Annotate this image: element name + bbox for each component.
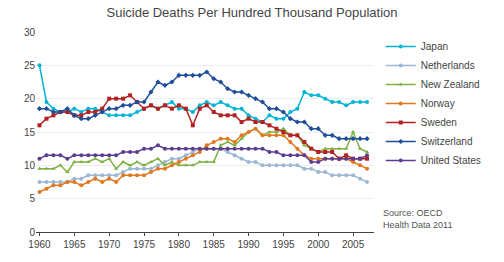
svg-text:15: 15 <box>24 127 36 138</box>
svg-text:Sweden: Sweden <box>421 117 457 128</box>
svg-text:1990: 1990 <box>237 239 260 250</box>
svg-text:United States: United States <box>421 155 481 166</box>
svg-text:Suicide Deaths Per Hundred Tho: Suicide Deaths Per Hundred Thousand Popu… <box>106 5 397 20</box>
svg-text:Netherlands: Netherlands <box>421 60 475 71</box>
svg-text:1965: 1965 <box>63 239 86 250</box>
svg-text:Source: OECDHealth Data 2011: Source: OECDHealth Data 2011 <box>383 208 452 230</box>
svg-text:10: 10 <box>24 160 36 171</box>
svg-text:20: 20 <box>24 93 36 104</box>
svg-text:5: 5 <box>29 193 35 204</box>
svg-text:30: 30 <box>24 27 36 38</box>
svg-text:2000: 2000 <box>307 239 330 250</box>
svg-text:Japan: Japan <box>421 41 448 52</box>
svg-text:2005: 2005 <box>342 239 365 250</box>
svg-text:25: 25 <box>24 60 36 71</box>
svg-text:New Zealand: New Zealand <box>421 79 480 90</box>
svg-text:Switzerland: Switzerland <box>421 136 473 147</box>
svg-text:1960: 1960 <box>28 239 51 250</box>
svg-text:1970: 1970 <box>98 239 121 250</box>
svg-text:Norway: Norway <box>421 98 455 109</box>
svg-text:1985: 1985 <box>203 239 226 250</box>
svg-text:1975: 1975 <box>133 239 156 250</box>
svg-text:1995: 1995 <box>272 239 295 250</box>
svg-text:1980: 1980 <box>168 239 191 250</box>
svg-text:0: 0 <box>29 227 35 238</box>
